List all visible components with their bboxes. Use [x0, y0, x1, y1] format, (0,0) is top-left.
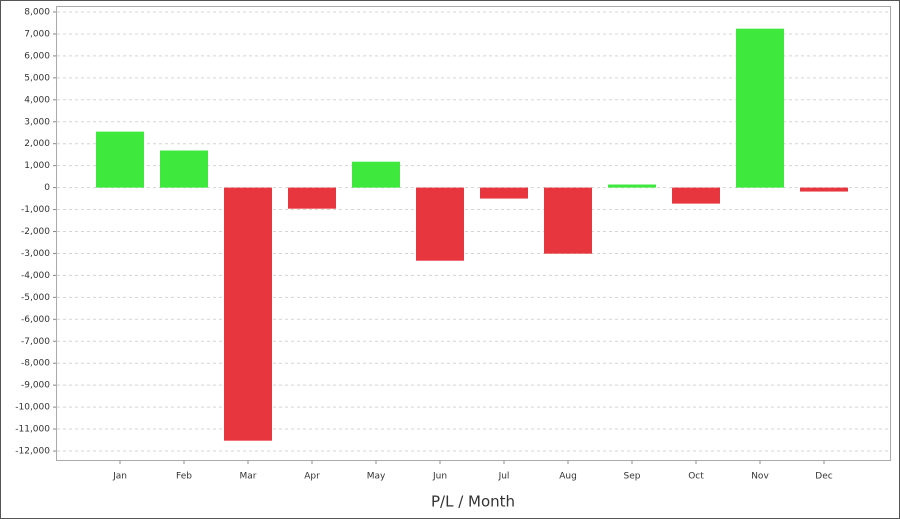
- bar: [800, 187, 848, 192]
- y-tick-label: -11,000: [15, 425, 50, 435]
- x-tick-label: Sep: [624, 472, 641, 482]
- y-tick-label: 0: [44, 183, 50, 193]
- y-tick-label: -5,000: [21, 293, 50, 303]
- x-tick-label: May: [367, 472, 386, 482]
- y-tick-label: 3,000: [24, 117, 50, 127]
- bar: [224, 187, 272, 441]
- y-tick-label: 7,000: [24, 29, 50, 39]
- y-tick-label: 5,000: [24, 73, 50, 83]
- x-tick-label: Jun: [432, 472, 447, 482]
- x-tick-label: Jan: [112, 472, 127, 482]
- y-tick-label: 1,000: [24, 161, 50, 171]
- x-tick-label: Mar: [240, 472, 257, 482]
- y-tick-label: -3,000: [21, 249, 50, 259]
- x-tick-label: Oct: [688, 472, 704, 482]
- y-tick-label: -9,000: [21, 381, 50, 391]
- x-tick-label: Dec: [815, 472, 832, 482]
- y-tick-label: -1,000: [21, 205, 50, 215]
- bar: [416, 187, 464, 261]
- bar: [672, 187, 720, 204]
- bar: [352, 161, 400, 188]
- y-tick-label: 4,000: [24, 95, 50, 105]
- x-axis-title: P/L / Month: [431, 493, 515, 511]
- y-tick-label: -2,000: [21, 227, 50, 237]
- y-tick-label: -10,000: [15, 403, 50, 413]
- bar: [288, 187, 336, 209]
- bar: [480, 187, 528, 199]
- bar: [544, 187, 592, 254]
- x-tick-label: Jul: [498, 472, 510, 482]
- y-tick-label: 6,000: [24, 51, 50, 61]
- bar: [608, 184, 656, 188]
- bar: [736, 28, 784, 188]
- x-tick-label: Apr: [304, 472, 320, 482]
- x-tick-label: Aug: [559, 472, 577, 482]
- y-tick-label: -6,000: [21, 315, 50, 325]
- bar: [96, 131, 144, 188]
- y-tick-label: -8,000: [21, 359, 50, 369]
- x-tick-label: Nov: [751, 472, 769, 482]
- bar: [160, 150, 208, 188]
- y-tick-label: -4,000: [21, 271, 50, 281]
- y-tick-label: -12,000: [15, 447, 50, 457]
- y-tick-label: -7,000: [21, 337, 50, 347]
- y-tick-label: 8,000: [24, 8, 50, 18]
- x-tick-label: Feb: [176, 472, 192, 482]
- y-tick-label: 2,000: [24, 139, 50, 149]
